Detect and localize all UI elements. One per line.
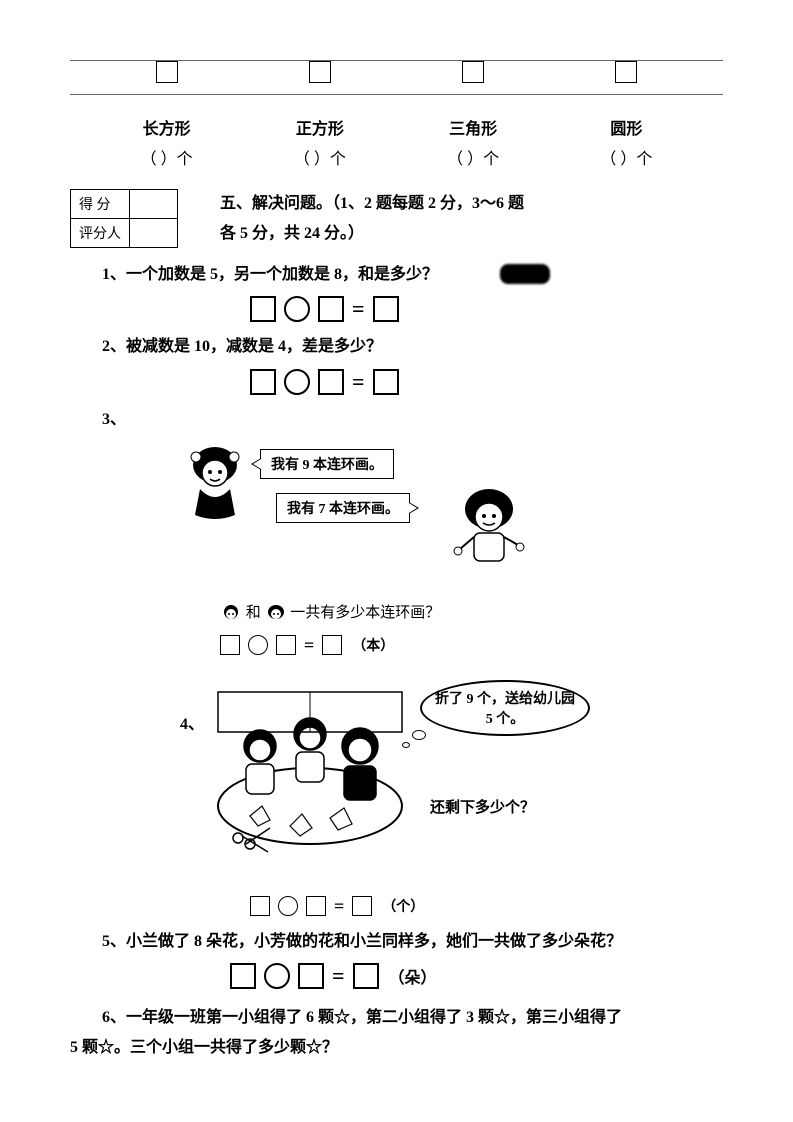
section-title-line: 各 5 分，共 24 分。）: [220, 225, 364, 242]
children-folding-icon: [210, 686, 410, 866]
equation-blank: = （朵）: [230, 963, 723, 989]
q3-question: 一共有多少本连环画？: [290, 605, 440, 621]
equals-sign: =: [304, 635, 314, 655]
speech-bubble-1: 我有 9 本连环画。: [260, 449, 394, 479]
answer-box[interactable]: [462, 61, 484, 83]
operator-circle[interactable]: [284, 369, 310, 395]
blank-box[interactable]: [276, 635, 296, 655]
equation-blank: = （个）: [250, 896, 723, 917]
shape-labels-row: 长方形 （ ）个 正方形 （ ）个 三角形 （ ）个 圆形 （ ）个: [70, 105, 723, 169]
operator-circle[interactable]: [264, 963, 290, 989]
bubble-tail: [412, 730, 426, 740]
answer-box[interactable]: [309, 61, 331, 83]
blank-box[interactable]: [220, 635, 240, 655]
unit-label: （个）: [382, 900, 424, 915]
question-6: 6、一年级一班第一小组得了 6 颗☆，第二小组得了 3 颗☆，第三小组得了 5 …: [70, 1003, 723, 1064]
question-text: 1、一个加数是 5，另一个加数是 8，和是多少？: [102, 266, 438, 283]
shape-count: （ ）个: [413, 145, 533, 169]
question-1: 1、一个加数是 5，另一个加数是 8，和是多少？: [70, 260, 723, 290]
question-number: 3、: [102, 411, 126, 428]
equals-sign: =: [352, 369, 365, 394]
speech-text: 折了 9 个，送给幼儿园 5 个。: [434, 688, 576, 728]
blank-box[interactable]: [306, 896, 326, 916]
operator-circle[interactable]: [278, 896, 298, 916]
grader-cell[interactable]: [130, 219, 178, 248]
equation-blank: =: [250, 369, 723, 395]
rule-line: [70, 94, 723, 95]
speech-bubble-2: 我有 7 本连环画。: [276, 493, 410, 523]
question-text: 5、小兰做了 8 朵花，小芳做的花和小兰同样多，她们一共做了多少朵花？: [102, 933, 622, 950]
shape-label: 三角形: [413, 115, 533, 139]
equation-blank: = （本）: [220, 635, 723, 656]
blank-box[interactable]: [322, 635, 342, 655]
ink-blot: [500, 264, 550, 284]
question-number: 4、: [180, 710, 204, 734]
shape-count: （ ）个: [107, 145, 227, 169]
blank-box[interactable]: [230, 963, 256, 989]
equation-blank: =: [250, 296, 723, 322]
blank-box[interactable]: [250, 369, 276, 395]
unit-label: （本）: [352, 639, 394, 654]
question-text-line: 5 颗☆。三个小组一共得了多少颗☆？: [70, 1033, 723, 1063]
girl-1-small-icon: [220, 603, 242, 625]
equals-sign: =: [332, 963, 345, 988]
blank-box[interactable]: [318, 369, 344, 395]
speech-text: 我有 7 本连环画。: [287, 502, 399, 517]
grader-label: 评分人: [71, 219, 130, 248]
speech-oval: 折了 9 个，送给幼儿园 5 个。: [420, 680, 590, 736]
blank-box[interactable]: [250, 296, 276, 322]
shape-label: 正方形: [260, 115, 380, 139]
girl-1-icon: [180, 445, 250, 523]
question-4-scene: 4、: [70, 686, 723, 886]
equals-sign: =: [352, 296, 365, 321]
question-text-line: 6、一年级一班第一小组得了 6 颗☆，第二小组得了 3 颗☆，第三小组得了: [70, 1003, 723, 1033]
q3-and: 和: [246, 605, 261, 621]
operator-circle[interactable]: [248, 635, 268, 655]
shape-label: 圆形: [566, 115, 686, 139]
question-2: 2、被减数是 10，减数是 4，差是多少？: [70, 332, 723, 362]
shape-count: （ ）个: [566, 145, 686, 169]
question-3-scene: 我有 9 本连环画。 我有 7 本连环画。: [70, 437, 723, 597]
shape-label: 长方形: [107, 115, 227, 139]
unit-label: （朵）: [389, 970, 437, 987]
bubble-tail: [402, 742, 410, 748]
q4-question: 还剩下多少个？: [430, 796, 535, 817]
question-5: 5、小兰做了 8 朵花，小芳做的花和小兰同样多，她们一共做了多少朵花？: [70, 927, 723, 957]
shape-count: （ ）个: [260, 145, 380, 169]
equals-sign: =: [334, 896, 344, 916]
blank-box[interactable]: [353, 963, 379, 989]
score-label: 得 分: [71, 190, 130, 219]
speech-text: 我有 9 本连环画。: [271, 458, 383, 473]
score-cell[interactable]: [130, 190, 178, 219]
answer-box[interactable]: [156, 61, 178, 83]
blank-box[interactable]: [373, 296, 399, 322]
blank-box[interactable]: [298, 963, 324, 989]
blank-box[interactable]: [352, 896, 372, 916]
girl-2-icon: [450, 487, 528, 567]
girl-2-small-icon: [265, 603, 287, 625]
question-text: 2、被减数是 10，减数是 4，差是多少？: [102, 338, 382, 355]
score-table: 得 分 评分人: [70, 189, 178, 248]
section-5-title: 五、解决问题。（1、2 题每题 2 分，3～6 题 各 5 分，共 24 分。）: [220, 189, 723, 250]
question-3-prompt: 和 一共有多少本连环画？: [220, 601, 723, 625]
section-title-line: 五、解决问题。（1、2 题每题 2 分，3～6 题: [220, 195, 524, 212]
question-3-num: 3、: [70, 405, 723, 435]
blank-box[interactable]: [318, 296, 344, 322]
blank-box[interactable]: [373, 369, 399, 395]
operator-circle[interactable]: [284, 296, 310, 322]
shape-box-row: [70, 61, 723, 88]
answer-box[interactable]: [615, 61, 637, 83]
blank-box[interactable]: [250, 896, 270, 916]
